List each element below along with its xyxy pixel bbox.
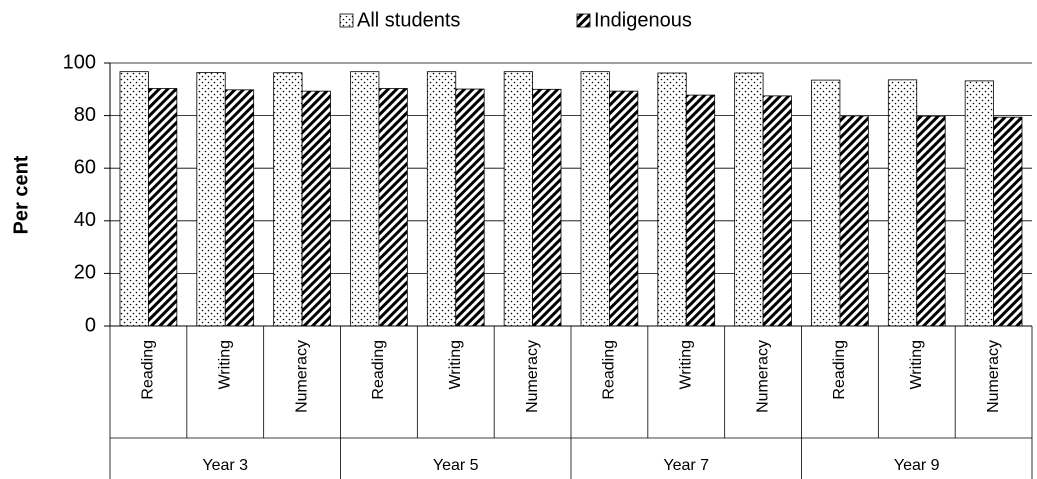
y-axis-title: Per cent bbox=[10, 155, 32, 234]
bar bbox=[503, 71, 533, 327]
x-tick-label: Reading bbox=[601, 340, 618, 400]
bar bbox=[301, 90, 331, 327]
group-label: Year 7 bbox=[663, 457, 709, 474]
bar bbox=[964, 80, 994, 327]
x-tick-label: Writing bbox=[216, 340, 233, 390]
x-tick-label: Numeracy bbox=[754, 340, 771, 413]
bar bbox=[657, 72, 687, 327]
bar bbox=[916, 115, 946, 327]
x-tick-label: Numeracy bbox=[293, 340, 310, 413]
y-tick-label: 80 bbox=[74, 104, 96, 126]
bar bbox=[685, 94, 716, 327]
y-tick-label: 40 bbox=[74, 209, 96, 231]
bar bbox=[762, 95, 792, 327]
bar bbox=[426, 71, 457, 327]
bar bbox=[532, 88, 562, 327]
bar bbox=[811, 79, 841, 327]
y-tick-label: 60 bbox=[74, 156, 96, 178]
bar bbox=[148, 88, 178, 327]
x-tick-label: Writing bbox=[677, 340, 694, 390]
group-label: Year 5 bbox=[433, 457, 479, 474]
bar bbox=[119, 71, 149, 327]
y-tick-label: 0 bbox=[85, 314, 96, 336]
bar bbox=[455, 88, 485, 327]
x-tick-label: Numeracy bbox=[524, 340, 541, 413]
bar bbox=[887, 79, 918, 327]
bar bbox=[350, 71, 380, 327]
legend-label: Indigenous bbox=[594, 9, 692, 31]
x-tick-label: Numeracy bbox=[985, 340, 1002, 413]
bar bbox=[378, 88, 408, 327]
x-tick-label: Reading bbox=[370, 340, 387, 400]
bar bbox=[273, 72, 303, 327]
y-tick-label: 100 bbox=[63, 51, 96, 73]
bar bbox=[839, 115, 869, 327]
x-tick-label: Writing bbox=[447, 340, 464, 390]
x-tick-label: Writing bbox=[908, 340, 925, 390]
bar bbox=[224, 89, 255, 327]
bar bbox=[609, 90, 639, 327]
bar bbox=[580, 71, 610, 327]
group-label: Year 3 bbox=[202, 457, 248, 474]
legend-swatch bbox=[339, 13, 354, 28]
y-tick-label: 20 bbox=[74, 262, 96, 284]
x-tick-label: Reading bbox=[140, 340, 157, 400]
legend-swatch bbox=[576, 13, 591, 28]
bar bbox=[196, 72, 226, 327]
bar bbox=[993, 116, 1023, 327]
group-label: Year 9 bbox=[894, 457, 940, 474]
bar bbox=[734, 72, 764, 327]
x-tick-label: Reading bbox=[831, 340, 848, 400]
legend-label: All students bbox=[357, 9, 460, 31]
